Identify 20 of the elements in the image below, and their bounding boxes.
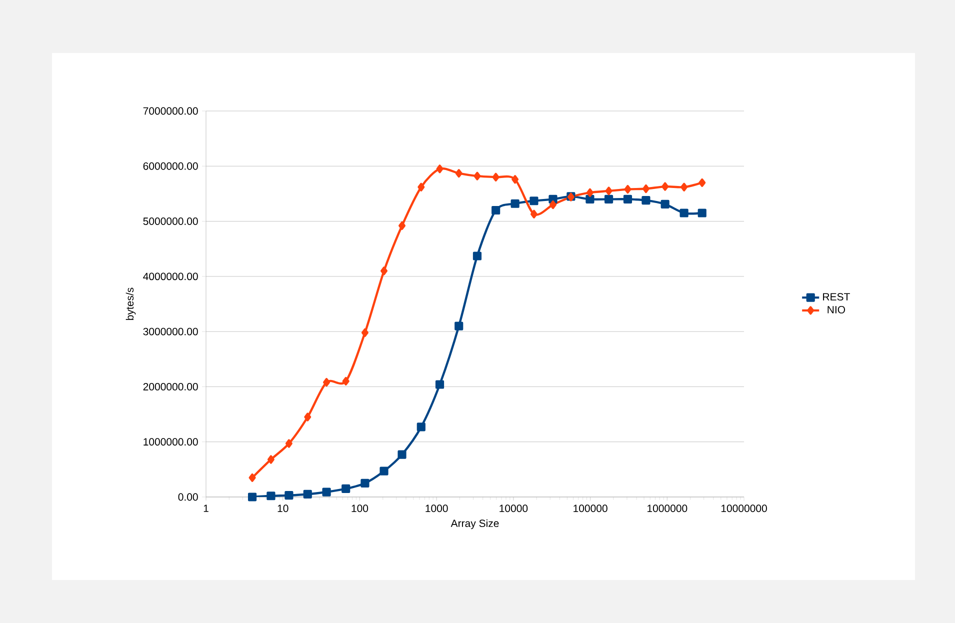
x-axis-title: Array Size	[450, 519, 499, 530]
y-tick-label: 4000000.00	[143, 272, 198, 280]
x-tick-label: 1000	[426, 504, 448, 512]
x-tick-label: 1	[204, 504, 208, 512]
legend-label: REST	[823, 293, 850, 301]
y-tick-label: 7000000.00	[143, 107, 198, 115]
y-tick-label: 3000000.00	[143, 328, 198, 336]
x-tick-label: 100000	[574, 504, 608, 512]
x-tick-label: 10000000	[721, 504, 767, 512]
y-tick-label: 1000000.00	[144, 438, 198, 446]
legend-label: NIO	[828, 306, 846, 314]
y-axis-title: bytes/s	[126, 288, 136, 320]
y-tick-label: 6000000.00	[143, 162, 198, 170]
x-tick-label: 10	[278, 504, 288, 512]
x-tick-label: 1000000	[648, 504, 688, 512]
y-tick-label: 2000000.00	[143, 382, 198, 390]
y-tick-label: 0.00	[178, 493, 198, 501]
x-tick-label: 10000	[500, 504, 528, 512]
y-tick-label: 5000000.00	[143, 218, 198, 225]
x-tick-label: 100	[352, 504, 368, 512]
